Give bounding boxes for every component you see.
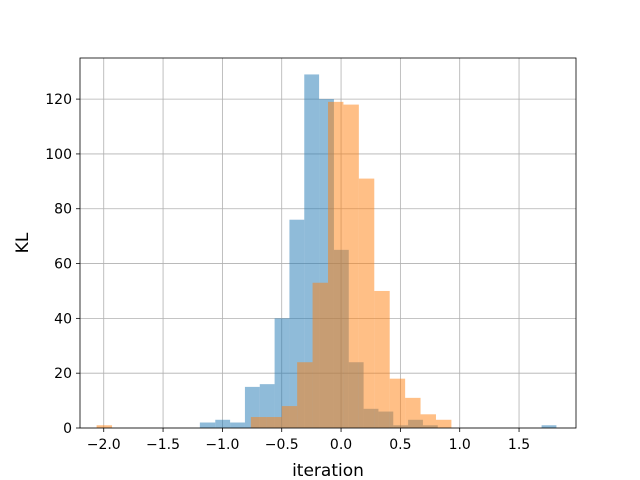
plot-frame: [79, 57, 577, 429]
histogram-bar: [435, 419, 452, 428]
x-tick-label: 0.0: [330, 437, 352, 453]
histogram-bar: [312, 282, 328, 428]
y-tick-label: 120: [45, 92, 72, 108]
y-tick-label: 80: [54, 202, 72, 218]
y-tick-label: 40: [54, 311, 72, 327]
x-tick-label: 1.5: [508, 437, 530, 453]
y-tick-label: 0: [63, 421, 72, 437]
histogram-bar: [343, 104, 359, 428]
histogram-bar: [420, 414, 436, 428]
histogram-bar: [274, 318, 290, 428]
y-axis-label: KL: [13, 232, 33, 253]
histogram-bar: [405, 397, 421, 428]
histogram-bar: [96, 425, 113, 428]
x-tick-label: −1.0: [205, 437, 239, 453]
x-tick-label: −0.5: [265, 437, 299, 453]
x-tick-label: −2.0: [87, 437, 121, 453]
x-tick-label: 0.5: [389, 437, 411, 453]
y-tick-label: 60: [54, 257, 72, 273]
histogram-bar: [281, 406, 298, 428]
histogram-bar: [389, 378, 406, 428]
axis-ticks: −2.0 −1.5 −1.0 −0.5 0.0 0.5 1.0 1.5 0 20 40 60 80 100…: [45, 92, 530, 453]
x-tick-label: −1.5: [146, 437, 180, 453]
histogram-bar: [358, 178, 375, 428]
histogram-bar: [328, 101, 344, 428]
x-tick-label: 1.0: [449, 437, 471, 453]
histogram-bars: [96, 74, 557, 428]
histogram-bar: [541, 425, 557, 428]
x-axis-label: iteration: [292, 461, 364, 480]
histogram-bar: [250, 417, 267, 428]
histogram-bar: [266, 417, 282, 428]
histogram-bar: [374, 290, 390, 428]
histogram-bar: [215, 419, 231, 428]
histogram-bar: [230, 422, 245, 428]
histogram-bar: [199, 422, 216, 428]
histogram-series-2: [96, 101, 452, 428]
histogram-bar: [297, 362, 313, 428]
y-tick-label: 100: [45, 147, 72, 163]
y-tick-label: 20: [54, 366, 72, 382]
